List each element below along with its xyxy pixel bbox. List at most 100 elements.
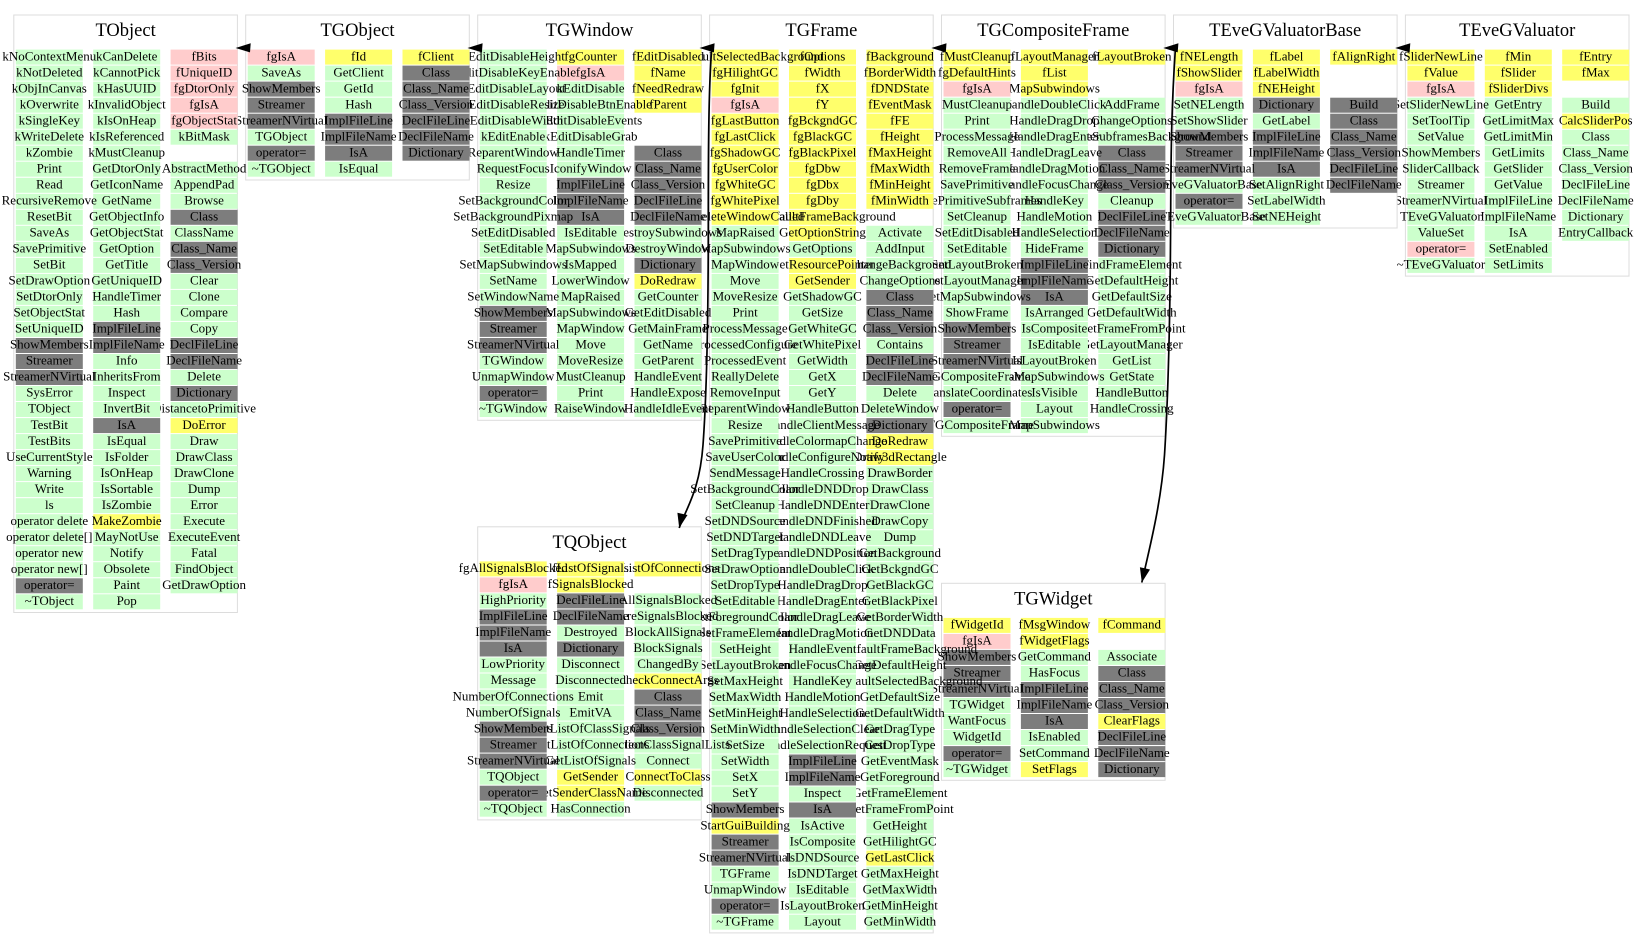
svg-text:GetMinWidth: GetMinWidth xyxy=(864,913,937,928)
svg-text:IsA: IsA xyxy=(1509,225,1528,240)
svg-text:GetX: GetX xyxy=(808,369,837,384)
svg-text:RemoveInput: RemoveInput xyxy=(710,385,781,400)
svg-text:ProcessedConfigure: ProcessedConfigure xyxy=(693,337,798,352)
svg-text:TGWidget: TGWidget xyxy=(949,697,1004,712)
svg-text:ImplFileName: ImplFileName xyxy=(1016,273,1092,288)
svg-text:Inspect: Inspect xyxy=(108,385,146,400)
svg-text:kWriteDelete: kWriteDelete xyxy=(15,128,85,143)
svg-text:Build: Build xyxy=(1349,96,1378,111)
svg-text:fParent: fParent xyxy=(649,96,687,111)
svg-text:DeclFileLine: DeclFileLine xyxy=(556,592,625,607)
svg-text:fBits: fBits xyxy=(191,48,216,63)
svg-text:HandleIdleEvent: HandleIdleEvent xyxy=(624,401,712,416)
svg-text:IsDNDSource: IsDNDSource xyxy=(786,849,860,864)
svg-text:kEditDisableHeight: kEditDisableHeight xyxy=(462,48,566,63)
svg-text:InheritsFrom: InheritsFrom xyxy=(93,369,161,384)
svg-text:SetNEHeight: SetNEHeight xyxy=(1252,209,1322,224)
svg-text:GetSenderClassName: GetSenderClassName xyxy=(534,784,648,799)
svg-text:fMsgWindow: fMsgWindow xyxy=(1019,617,1091,632)
svg-text:HandleDNDEnter: HandleDNDEnter xyxy=(776,497,871,512)
svg-text:Class_Version: Class_Version xyxy=(631,720,706,735)
svg-text:kIsReferenced: kIsReferenced xyxy=(89,128,165,143)
svg-text:MapSubwindows: MapSubwindows xyxy=(1009,80,1100,95)
svg-text:Disconnect: Disconnect xyxy=(561,656,620,671)
svg-text:SetCleanup: SetCleanup xyxy=(715,497,775,512)
svg-text:fId: fId xyxy=(351,48,367,63)
svg-text:SaveUserColor: SaveUserColor xyxy=(705,449,785,464)
svg-text:Streamer: Streamer xyxy=(1186,144,1234,159)
svg-text:fX: fX xyxy=(816,80,830,95)
svg-text:fMax: fMax xyxy=(1582,64,1611,79)
svg-text:SetEditDisabled: SetEditDisabled xyxy=(471,225,556,240)
svg-text:Browse: Browse xyxy=(184,193,224,208)
svg-text:GetDefaultWidth: GetDefaultWidth xyxy=(1087,305,1177,320)
svg-text:fSliderNewLine: fSliderNewLine xyxy=(1399,48,1483,63)
svg-text:ls: ls xyxy=(45,497,54,512)
svg-text:HasFocus: HasFocus xyxy=(1029,665,1080,680)
svg-text:GetMinHeight: GetMinHeight xyxy=(862,897,938,912)
svg-text:IsA: IsA xyxy=(117,417,136,432)
svg-text:HandleEvent: HandleEvent xyxy=(789,641,857,656)
svg-text:HandleDNDLeave: HandleDNDLeave xyxy=(774,529,872,544)
svg-text:MakeZombie: MakeZombie xyxy=(92,513,162,528)
svg-text:Streamer: Streamer xyxy=(1417,177,1465,192)
svg-text:ShowMembers: ShowMembers xyxy=(1170,128,1249,143)
svg-text:Class_Version: Class_Version xyxy=(167,257,242,272)
svg-text:fLayoutManager: fLayoutManager xyxy=(1011,48,1099,63)
svg-text:UnmapWindow: UnmapWindow xyxy=(704,881,787,896)
svg-text:kEditDisableEvents: kEditDisableEvents xyxy=(539,112,642,127)
svg-text:fFE: fFE xyxy=(890,112,910,127)
svg-text:DrawClass: DrawClass xyxy=(871,481,928,496)
svg-text:fgBlackPixel: fgBlackPixel xyxy=(789,144,857,159)
svg-text:DeclFileName: DeclFileName xyxy=(553,608,629,623)
svg-text:GetFrameFromPoint: GetFrameFromPoint xyxy=(1078,321,1186,336)
svg-text:SetHeight: SetHeight xyxy=(719,641,771,656)
svg-text:SetWindowName: SetWindowName xyxy=(467,289,559,304)
svg-text:GetId: GetId xyxy=(344,80,374,95)
svg-text:DrawClone: DrawClone xyxy=(870,497,930,512)
svg-text:fDNDState: fDNDState xyxy=(871,80,930,95)
svg-text:GetBackground: GetBackground xyxy=(859,545,942,560)
svg-text:kEditDisableWidth: kEditDisableWidth xyxy=(463,112,563,127)
svg-text:Class: Class xyxy=(886,289,914,304)
svg-text:DeclFileLine: DeclFileLine xyxy=(1561,177,1630,192)
svg-text:GetDefaultWidth: GetDefaultWidth xyxy=(855,705,945,720)
svg-text:Class_Name: Class_Name xyxy=(1099,160,1165,175)
svg-text:IsEditable: IsEditable xyxy=(564,225,617,240)
svg-text:operator new: operator new xyxy=(15,545,84,560)
svg-text:SetLimits: SetLimits xyxy=(1493,257,1544,272)
svg-text:Streamer: Streamer xyxy=(954,665,1002,680)
svg-text:~TQObject: ~TQObject xyxy=(484,800,543,815)
svg-text:GetForeground: GetForeground xyxy=(860,769,940,784)
svg-text:kNoContextMenu: kNoContextMenu xyxy=(2,48,96,63)
svg-text:ExecuteEvent: ExecuteEvent xyxy=(168,529,241,544)
svg-text:Class_Name: Class_Name xyxy=(403,80,469,95)
svg-text:DeclFileName: DeclFileName xyxy=(862,369,938,384)
svg-text:Dictionary: Dictionary xyxy=(872,417,928,432)
svg-text:fNeedRedraw: fNeedRedraw xyxy=(632,80,705,95)
svg-text:fCommand: fCommand xyxy=(1103,617,1162,632)
svg-text:kSingleKey: kSingleKey xyxy=(19,112,81,127)
svg-text:fMustCleanup: fMustCleanup xyxy=(940,48,1014,63)
svg-text:DrawCopy: DrawCopy xyxy=(871,513,929,528)
svg-text:AllSignalsBlocked: AllSignalsBlocked xyxy=(619,592,718,607)
svg-text:kEditDisableKeyEnable: kEditDisableKeyEnable xyxy=(450,64,576,79)
svg-text:fList: fList xyxy=(1042,64,1067,79)
svg-text:Class_Name: Class_Name xyxy=(171,241,237,256)
svg-text:Class_Version: Class_Version xyxy=(1095,697,1170,712)
svg-text:EntryCallback: EntryCallback xyxy=(1558,225,1634,240)
svg-text:HandleDragLeave: HandleDragLeave xyxy=(1007,144,1103,159)
svg-text:fgBckgndGC: fgBckgndGC xyxy=(788,112,857,127)
svg-text:ImplFileName: ImplFileName xyxy=(89,337,165,352)
svg-text:Class_Version: Class_Version xyxy=(399,96,474,111)
svg-text:Copy: Copy xyxy=(190,321,219,336)
svg-text:TGWindow: TGWindow xyxy=(546,21,634,41)
svg-text:WantFocus: WantFocus xyxy=(948,713,1006,728)
svg-text:fgDefaultSelectedBackground: fgDefaultSelectedBackground xyxy=(666,48,824,63)
svg-text:ImplFileLine: ImplFileLine xyxy=(556,177,625,192)
svg-text:HandleSelection: HandleSelection xyxy=(1011,225,1097,240)
svg-text:EmitVA: EmitVA xyxy=(569,704,612,719)
svg-text:TGObject: TGObject xyxy=(321,21,396,41)
svg-text:fLabel: fLabel xyxy=(1269,48,1303,63)
svg-text:operator=: operator= xyxy=(24,577,75,592)
